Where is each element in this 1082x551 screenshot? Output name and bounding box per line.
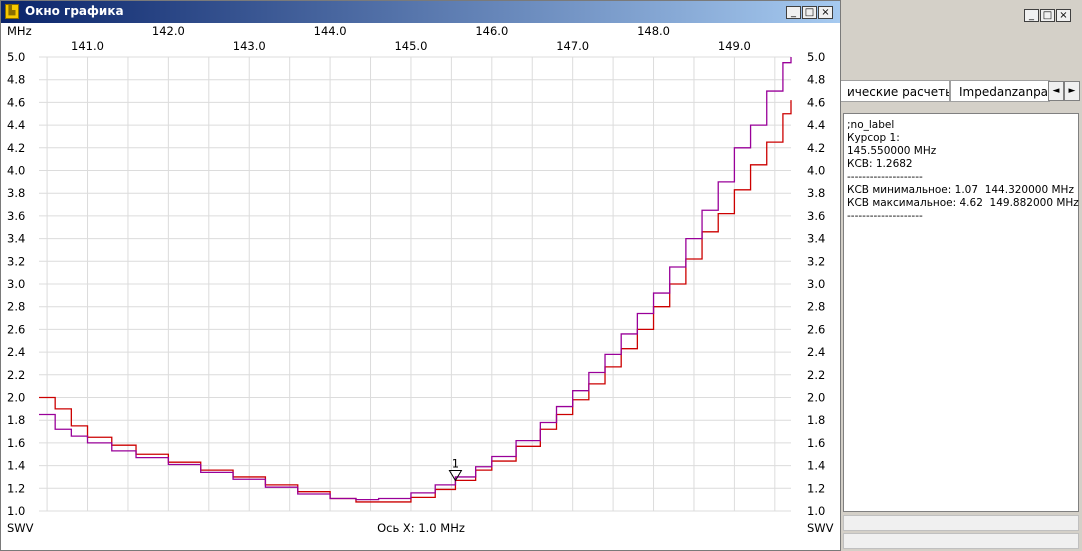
y-tick-label-left: 2.8	[7, 300, 25, 314]
y-tick-label-right: 3.2	[807, 254, 825, 268]
x-unit-label: MHz	[7, 24, 32, 38]
tab-calculations[interactable]: ические расчеты	[838, 80, 950, 102]
info-line: Курсор 1:	[847, 132, 900, 144]
y-tick-label-right: 4.8	[807, 73, 825, 87]
swr-series-line-2	[39, 57, 792, 501]
info-line: --------------------	[847, 210, 923, 222]
y-tick-label-left: 1.4	[7, 459, 25, 473]
tab-strip: ические расчеты Impedanzanpas ◄ ►	[838, 80, 1082, 104]
graph-close-button[interactable]: ×	[818, 6, 833, 19]
y-tick-label-left: 1.2	[7, 481, 25, 495]
info-line: КСВ максимальное: 4.62 149.882000 MHz	[847, 197, 1079, 209]
x-tick-label-top: 144.0	[314, 24, 347, 38]
y-tick-label-right: 3.6	[807, 209, 825, 223]
info-line: --------------------	[847, 171, 923, 183]
x-tick-label-top: 148.0	[637, 24, 670, 38]
y-tick-label-right: 4.2	[807, 141, 825, 155]
tab-scroll-left-icon[interactable]: ◄	[1048, 81, 1064, 101]
x-tick-label-top: 146.0	[475, 24, 508, 38]
graph-maximize-button[interactable]: □	[802, 6, 817, 19]
x-axis-caption: Ось X: 1.0 MHz	[377, 521, 465, 535]
graph-window-icon: ▙	[5, 4, 19, 19]
y-tick-label-right: 3.0	[807, 277, 825, 291]
y-tick-label-right: 1.8	[807, 413, 825, 427]
y-tick-label-right: 4.4	[807, 118, 825, 132]
y-tick-label-left: 4.0	[7, 164, 25, 178]
y-tick-label-left: 2.6	[7, 322, 25, 336]
maximize-button[interactable]: □	[1040, 9, 1055, 22]
y-tick-label-right: 4.0	[807, 164, 825, 178]
x-tick-label-bottom: 143.0	[233, 39, 266, 53]
y-tick-label-left: 3.8	[7, 186, 25, 200]
y-axis-label-right: SWV	[807, 521, 834, 535]
y-tick-label-right: 4.6	[807, 95, 825, 109]
background-window: _ □ × ические расчеты Impedanzanpas ◄ ► …	[838, 0, 1082, 551]
status-bar	[843, 515, 1079, 531]
y-tick-label-right: 3.8	[807, 186, 825, 200]
info-line: ;no_label	[847, 119, 895, 131]
x-tick-label-bottom: 147.0	[556, 39, 589, 53]
y-tick-label-left: 2.2	[7, 368, 25, 382]
y-tick-label-left: 3.4	[7, 232, 25, 246]
y-tick-label-right: 3.4	[807, 232, 825, 246]
y-tick-label-right: 5.0	[807, 50, 825, 64]
y-tick-label-right: 2.6	[807, 322, 825, 336]
y-tick-label-left: 3.2	[7, 254, 25, 268]
tab-scroll-right-icon[interactable]: ►	[1064, 81, 1080, 101]
y-tick-label-right: 1.2	[807, 481, 825, 495]
x-tick-label-bottom: 141.0	[71, 39, 104, 53]
y-tick-label-left: 2.4	[7, 345, 25, 359]
graph-window-titlebar[interactable]: ▙ Окно графика _ □ ×	[1, 1, 840, 23]
swr-series-line-1	[39, 100, 792, 503]
close-button[interactable]: ×	[1056, 9, 1071, 22]
cursor-marker-icon	[448, 470, 463, 482]
window-title: Окно графика	[25, 4, 124, 18]
info-panel: ;no_label Курсор 1: 145.550000 MHz КСВ: …	[843, 113, 1079, 512]
y-tick-label-right: 1.6	[807, 436, 825, 450]
info-line: 145.550000 MHz	[847, 145, 937, 157]
y-tick-label-left: 5.0	[7, 50, 25, 64]
info-line: КСВ: 1.2682	[847, 158, 913, 170]
y-tick-label-right: 2.2	[807, 368, 825, 382]
graph-window: ▙ Окно графика _ □ × 5.0 5.0 4.8 4.8 4.6 4.6 4…	[0, 0, 841, 551]
y-tick-label-left: 1.6	[7, 436, 25, 450]
cursor-label: 1	[452, 457, 459, 471]
background-window-titlebar: _ □ ×	[838, 0, 1082, 28]
tab-impedance-matching[interactable]: Impedanzanpas	[950, 80, 1050, 102]
y-tick-label-right: 2.0	[807, 391, 825, 405]
minimize-button[interactable]: _	[1024, 9, 1039, 22]
y-tick-label-left: 4.8	[7, 73, 25, 87]
info-line: КСВ минимальное: 1.07 144.320000 MHz	[847, 184, 1074, 196]
y-tick-label-right: 2.4	[807, 345, 825, 359]
x-tick-label-top: 142.0	[152, 24, 185, 38]
y-tick-label-left: 4.2	[7, 141, 25, 155]
y-tick-label-left: 1.0	[7, 504, 25, 518]
swr-chart[interactable]: 5.0 5.0 4.8 4.8 4.6 4.6 4.4 4.4 4.2 4.2 4.0 4.0 3.8 3…	[1, 23, 840, 550]
status-bar-secondary	[843, 533, 1079, 549]
y-tick-label-left: 4.6	[7, 95, 25, 109]
y-tick-label-left: 3.6	[7, 209, 25, 223]
x-tick-label-bottom: 149.0	[718, 39, 751, 53]
graph-minimize-button[interactable]: _	[786, 6, 801, 19]
y-tick-label-right: 2.8	[807, 300, 825, 314]
y-axis-label-left: SWV	[7, 521, 34, 535]
y-tick-label-left: 1.8	[7, 413, 25, 427]
x-tick-label-bottom: 145.0	[394, 39, 427, 53]
y-tick-label-left: 3.0	[7, 277, 25, 291]
y-tick-label-left: 2.0	[7, 391, 25, 405]
y-tick-label-right: 1.4	[807, 459, 825, 473]
y-tick-label-right: 1.0	[807, 504, 825, 518]
y-tick-label-left: 4.4	[7, 118, 25, 132]
